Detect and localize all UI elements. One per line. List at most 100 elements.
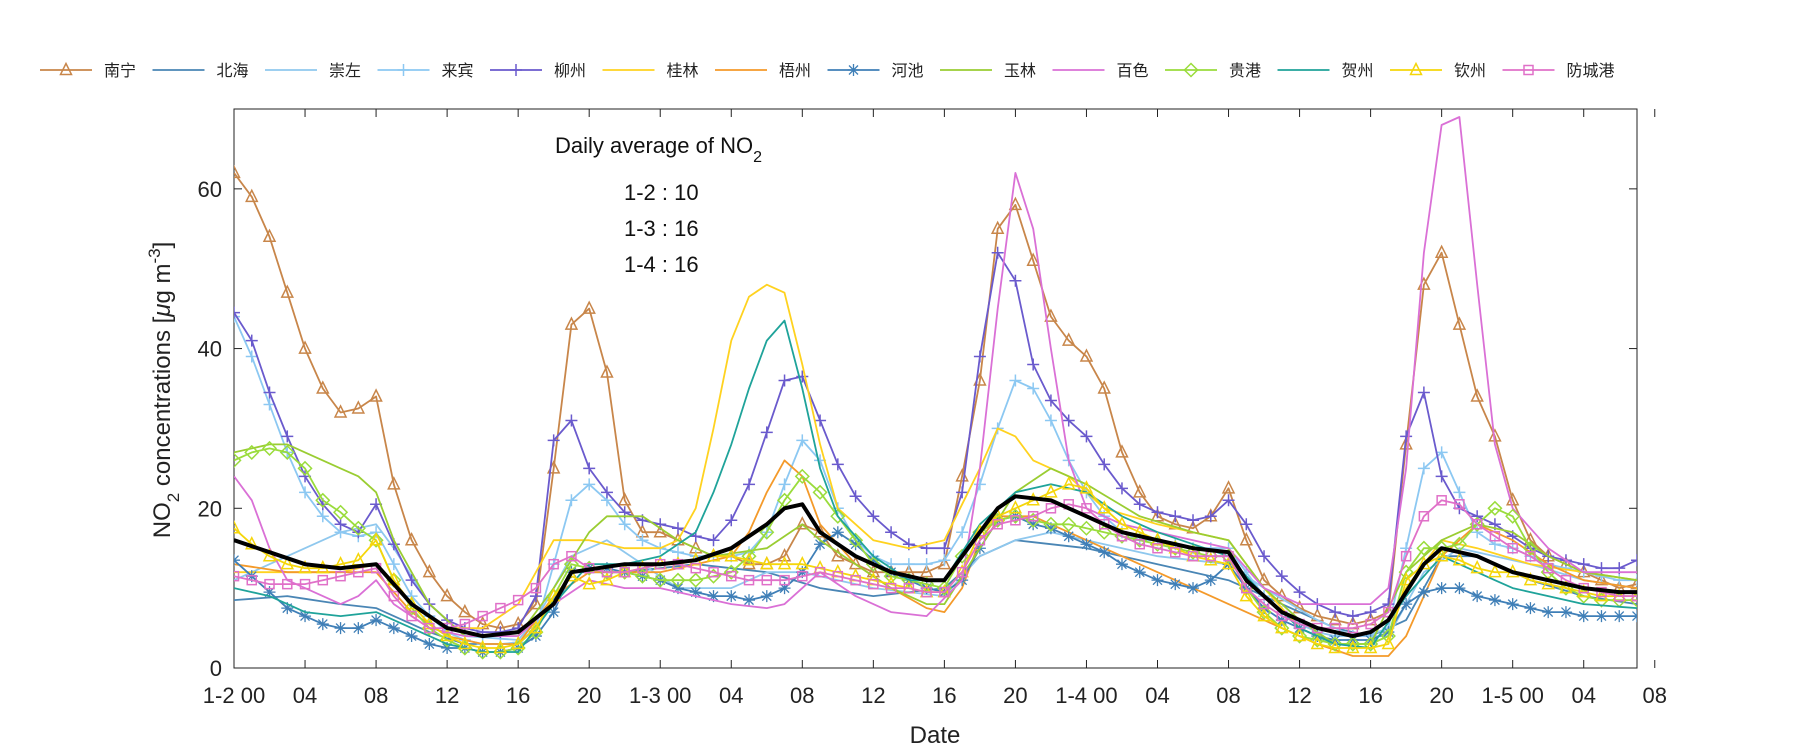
data-point-marker [1594,587,1609,602]
data-point-marker [245,188,259,203]
data-point-marker [440,587,454,602]
x-tick-label: 16 [506,683,530,708]
x-tick-label: 04 [719,683,743,708]
data-point-marker [1417,586,1430,599]
data-point-marker [795,516,810,530]
data-point-marker [1096,524,1112,540]
data-point-marker [831,526,844,539]
data-point-marker [281,430,294,443]
data-point-marker [850,574,861,586]
series-average [234,494,1637,639]
data-point-marker [1435,446,1448,459]
data-point-marker [369,532,383,546]
data-point-marker [261,440,278,456]
data-point-marker [1187,582,1200,595]
y-tick-label: 20 [198,496,222,521]
data-point-marker [759,524,775,540]
data-point-marker [529,630,542,643]
data-point-marker [280,556,294,570]
data-point-marker [1115,444,1129,458]
data-point-marker [1239,587,1254,602]
data-point-marker [634,568,651,584]
data-point-marker [760,556,774,570]
data-point-marker [244,444,260,460]
legend-entry: 南宁 [40,61,136,80]
data-point-marker [316,618,329,631]
plot-area [233,108,1638,669]
data-point-marker [954,548,970,564]
legend-entry: 钦州 [1390,61,1486,80]
data-point-marker [1115,482,1128,495]
data-point-marker [939,586,950,598]
data-point-marker [1470,388,1484,402]
y-tick-label: 60 [198,177,222,202]
annotation-line-1: 1-2 : 10 [624,180,699,205]
data-point-marker [1027,382,1040,395]
annotation-title: Daily average of NO2 [555,133,762,166]
data-point-marker [1044,414,1057,427]
data-point-marker [245,350,258,363]
data-point-marker [493,639,508,654]
data-point-marker [600,571,614,586]
data-point-marker [1453,486,1466,499]
data-point-marker [1418,511,1430,522]
data-point-marker [1258,550,1271,563]
x-tick-label: 16 [932,683,956,708]
x-tick-label: 12 [861,683,885,708]
data-point-marker [1345,636,1361,652]
data-point-marker [512,594,524,606]
data-point-marker [653,524,667,538]
data-point-marker [1417,386,1430,399]
data-point-marker [708,566,719,578]
data-point-marker [1204,552,1218,566]
data-point-marker [1541,575,1555,590]
y-tick-label: 0 [210,656,222,681]
data-point-marker [262,228,277,243]
data-point-marker [707,590,720,603]
data-point-marker [369,388,383,402]
data-point-marker [724,548,738,562]
data-point-marker [582,575,596,590]
data-point-marker [795,556,810,570]
data-point-marker [937,556,952,570]
data-point-marker [902,558,915,571]
legend-entry: 贺州 [1277,61,1374,80]
x-tick-label: 1-3 00 [629,683,691,708]
data-point-marker [1524,602,1537,615]
data-point-marker [1007,508,1023,524]
x-tick-label: 20 [1003,683,1027,708]
data-point-marker [1257,571,1271,586]
data-point-marker [670,572,686,588]
data-point-marker [333,404,348,418]
data-point-marker [475,639,490,654]
data-point-marker [234,554,240,567]
data-point-marker [529,595,543,610]
data-point-marker [1080,430,1093,443]
data-point-marker [1452,316,1467,330]
data-point-marker [990,220,1005,235]
data-point-marker [885,526,898,539]
data-point-marker [1417,462,1430,475]
data-point-marker [812,484,828,500]
data-point-marker [1204,574,1217,587]
data-point-marker [956,486,969,499]
data-point-marker [1027,511,1039,522]
x-axis: 1-2 00 04 08 12 16 20 1-3 00 04 08 12 16 20 1-4 00 04… [203,109,1667,708]
data-point-marker [1542,562,1554,574]
data-point-marker [406,610,417,622]
data-point-marker [245,334,258,347]
legend-entry: 柳州 [490,61,586,80]
legend-entry: 崇左 [265,61,361,80]
data-point-marker [1115,516,1129,530]
data-point-marker [370,614,383,627]
data-point-marker [316,510,329,523]
x-tick-label: 08 [790,683,814,708]
data-point-marker [1328,639,1342,654]
data-point-marker [263,386,276,399]
legend-entry: 梧州 [715,61,811,80]
series-station-9 [234,116,1637,637]
data-point-marker [743,478,756,491]
data-point-marker [938,554,951,567]
data-point-marker [1613,574,1626,587]
data-point-marker [1507,542,1518,554]
